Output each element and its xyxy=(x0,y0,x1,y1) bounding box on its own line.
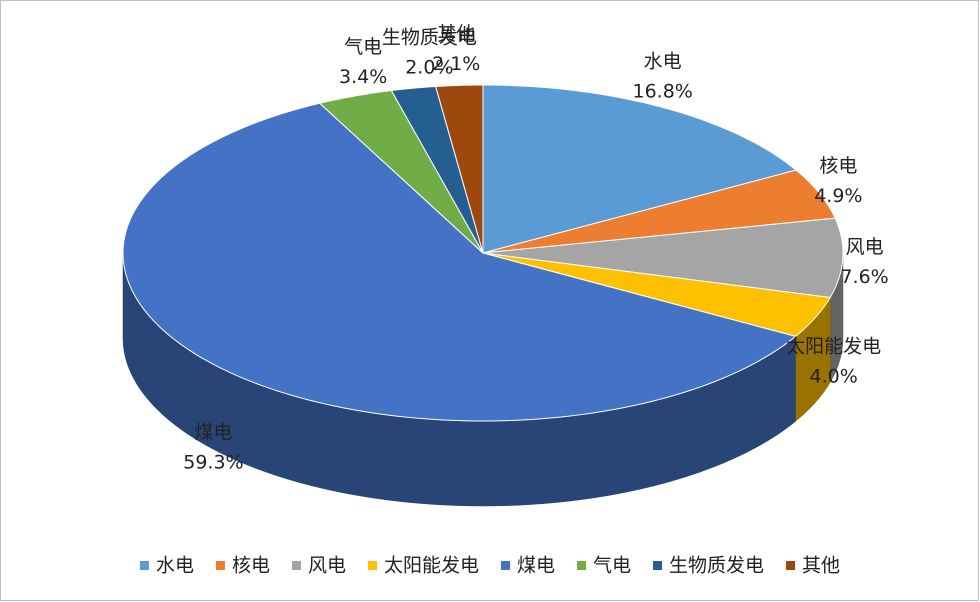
legend-swatch xyxy=(653,561,663,570)
slice xyxy=(390,85,484,254)
legend-swatch xyxy=(577,561,587,570)
legend-swatch xyxy=(786,561,796,570)
category-label: 风电 xyxy=(846,236,884,258)
category-label: 核电 xyxy=(819,155,857,177)
legend-label: 其他 xyxy=(802,555,840,577)
category-label: 水电 xyxy=(644,50,682,72)
category-label: 生物质发电 xyxy=(382,26,477,48)
legend-label: 气电 xyxy=(593,555,631,577)
slice xyxy=(482,169,836,254)
value-label: 4.0% xyxy=(810,366,858,388)
value-label: 2.0% xyxy=(405,56,453,78)
value-label: 4.9% xyxy=(814,185,862,207)
value-label: 2.1% xyxy=(432,53,480,75)
legend-label: 煤电 xyxy=(517,555,555,577)
legend: 水电 核电 风电 太阳能发电 煤电 气电 生物质发电 其他 xyxy=(139,555,840,577)
slice xyxy=(482,217,844,299)
slice xyxy=(318,89,484,254)
category-label: 其他 xyxy=(437,23,475,45)
legend-swatch xyxy=(367,561,377,570)
legend-swatch xyxy=(501,561,510,570)
legend-swatch xyxy=(215,561,225,570)
legend-swatch xyxy=(139,561,149,570)
category-label: 煤电 xyxy=(194,422,232,444)
value-label: 7.6% xyxy=(840,266,888,288)
slice xyxy=(482,84,798,254)
pie-tops xyxy=(122,84,844,422)
legend-label: 核电 xyxy=(232,555,270,577)
legend-label: 太阳能发电 xyxy=(384,555,479,577)
category-label: 太阳能发电 xyxy=(786,336,881,358)
slice xyxy=(435,84,484,254)
slice xyxy=(482,252,831,337)
value-label: 3.4% xyxy=(339,66,387,88)
value-label: 16.8% xyxy=(633,80,693,102)
legend-label: 风电 xyxy=(308,555,346,577)
slice xyxy=(122,102,797,422)
legend-label: 生物质发电 xyxy=(669,555,764,577)
value-label: 59.3% xyxy=(183,452,243,474)
category-label: 气电 xyxy=(344,36,382,58)
legend-label: 水电 xyxy=(156,555,194,577)
data-labels: 水电 16.8% 核电 4.9% 风电 7.6% 太阳能发电 4.0% 煤电 59.3% 气电 3.4… xyxy=(183,23,889,474)
legend-swatch xyxy=(291,561,301,570)
